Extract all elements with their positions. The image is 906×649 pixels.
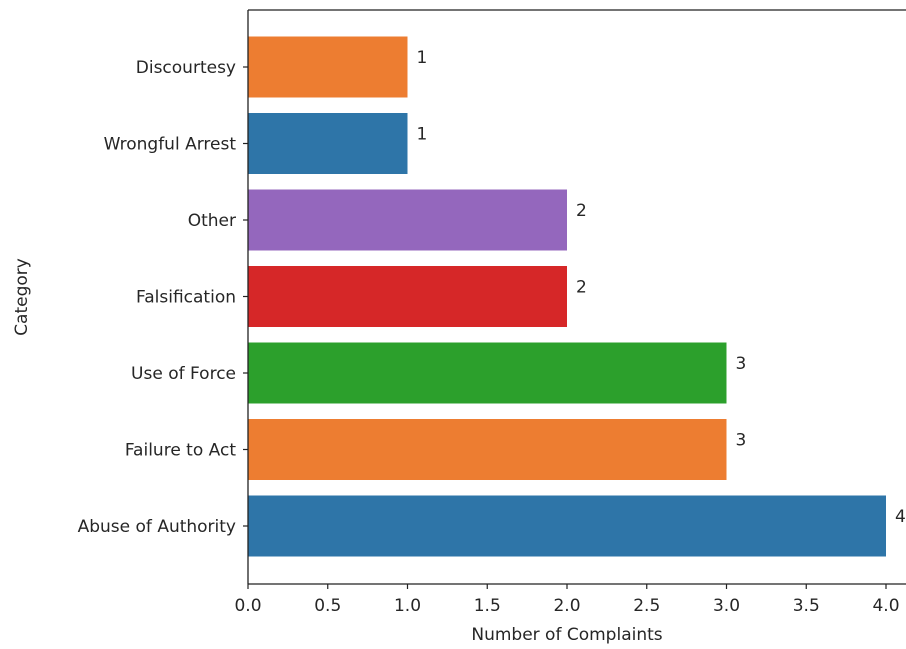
x-ticks-layer: 0.0 0.5 1.0 1.5 2.0 2.5 3.0 3.5 4.0 xyxy=(234,584,900,616)
bar xyxy=(248,342,727,404)
y-tick-label: Failure to Act xyxy=(125,441,236,461)
data-label: 1 xyxy=(417,125,428,145)
bar xyxy=(248,495,886,557)
y-ticks-layer: Abuse of Authority Failure to Act Use of F… xyxy=(78,58,248,537)
x-tick-label: 2.0 xyxy=(553,596,580,616)
data-label: 4 xyxy=(895,507,906,527)
data-label: 3 xyxy=(736,431,747,451)
y-tick-label: Use of Force xyxy=(131,364,236,384)
y-tick-label: Abuse of Authority xyxy=(78,517,236,537)
x-axis-title: Number of Complaints xyxy=(471,625,662,645)
bar xyxy=(248,113,408,174)
data-label: 2 xyxy=(576,201,587,221)
y-tick-label: Other xyxy=(188,211,236,231)
bar xyxy=(248,189,567,251)
x-tick-label: 1.0 xyxy=(394,596,421,616)
x-tick-label: 0.5 xyxy=(314,596,341,616)
bar xyxy=(248,36,408,98)
x-tick-label: 4.0 xyxy=(872,596,899,616)
data-labels-layer: 4 3 3 2 2 1 1 xyxy=(417,48,906,527)
y-tick-label: Falsification xyxy=(136,288,236,308)
bars-layer xyxy=(248,36,886,557)
y-tick-label: Discourtesy xyxy=(136,58,236,78)
x-tick-label: 3.5 xyxy=(793,596,820,616)
bar xyxy=(248,266,567,327)
x-tick-label: 3.0 xyxy=(713,596,740,616)
x-tick-label: 0.0 xyxy=(234,596,261,616)
bar xyxy=(248,419,727,480)
data-label: 2 xyxy=(576,278,587,298)
y-tick-label: Wrongful Arrest xyxy=(104,135,237,155)
data-label: 1 xyxy=(417,48,428,68)
x-tick-label: 2.5 xyxy=(633,596,660,616)
x-tick-label: 1.5 xyxy=(474,596,501,616)
data-label: 3 xyxy=(736,354,747,374)
y-axis-title: Category xyxy=(12,258,32,336)
